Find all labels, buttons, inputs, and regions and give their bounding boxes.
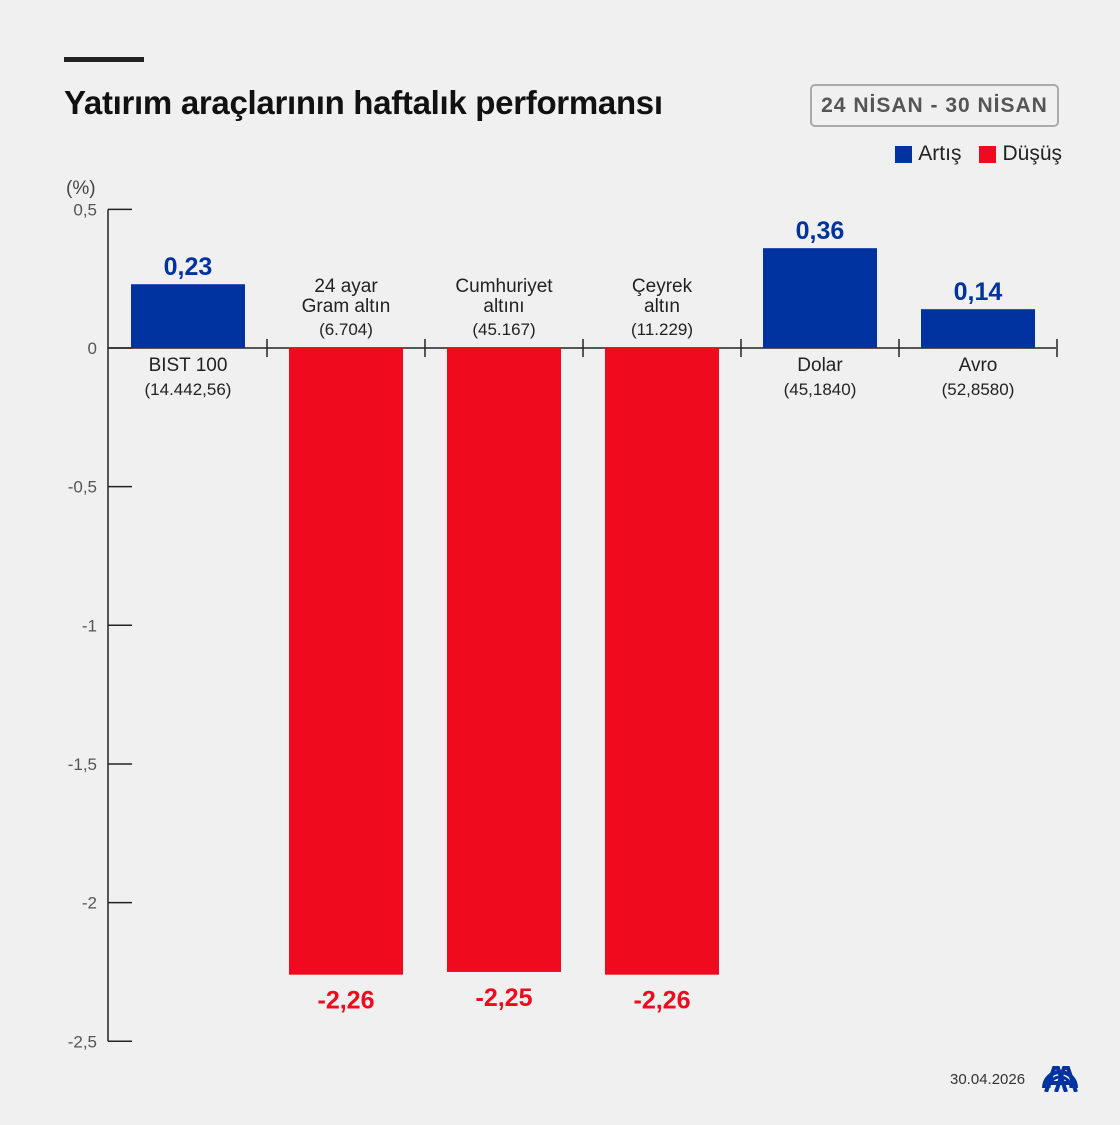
category-label: altını — [483, 296, 524, 317]
legend-item-decrease: Düşüş — [979, 142, 1062, 166]
bar — [289, 348, 403, 975]
category-label: Cumhuriyet — [455, 276, 553, 297]
category-sub-label: (14.442,56) — [145, 380, 232, 399]
footer-date: 30.04.2026 — [950, 1071, 1026, 1088]
y-axis-label: (%) — [66, 178, 96, 199]
category-label: Çeyrek — [632, 276, 693, 297]
y-tick-label: -2 — [82, 894, 97, 913]
category-sub-label: (11.229) — [631, 320, 693, 339]
category-label: 24 ayar — [314, 276, 378, 297]
category-label: BIST 100 — [149, 355, 228, 376]
legend: Artış Düşüş — [895, 142, 1062, 166]
category-label: Avro — [959, 355, 998, 376]
category-sub-label: (45.167) — [472, 320, 535, 339]
category-sub-label: (52,8580) — [942, 380, 1015, 399]
value-label: -2,26 — [318, 987, 375, 1015]
value-label: 0,23 — [164, 253, 213, 281]
category-sub-label: (45,1840) — [784, 380, 857, 399]
bar — [763, 248, 877, 348]
legend-item-increase: Artış — [895, 142, 961, 166]
value-label: -2,25 — [476, 984, 533, 1012]
aa-logo-icon — [1042, 1066, 1078, 1092]
chart-title: Yatırım araçlarının haftalık performansı — [64, 84, 663, 121]
bar — [921, 309, 1035, 348]
value-label: 0,14 — [954, 278, 1003, 306]
legend-label: Artış — [918, 142, 962, 165]
legend-swatch-red — [979, 145, 997, 163]
bar — [605, 348, 719, 975]
category-label: Dolar — [797, 355, 843, 376]
y-tick-label: -0,5 — [68, 478, 97, 497]
date-range-badge: 24 NİSAN - 30 NİSAN — [810, 84, 1059, 127]
bar — [131, 284, 245, 348]
legend-label: Düşüş — [1002, 142, 1062, 165]
value-label: -2,26 — [634, 987, 691, 1015]
y-tick-label: -2,5 — [68, 1032, 97, 1051]
category-sub-label: (6.704) — [319, 320, 373, 339]
category-label: altın — [644, 296, 680, 317]
category-label: Gram altın — [302, 296, 391, 317]
y-tick-label: 0,5 — [73, 200, 97, 219]
y-tick-label: -1 — [82, 616, 97, 635]
bar — [447, 348, 561, 972]
value-label: 0,36 — [796, 217, 845, 245]
y-tick-label: 0 — [88, 339, 97, 358]
legend-swatch-blue — [895, 145, 913, 163]
title-accent-bar — [64, 57, 144, 62]
y-tick-label: -1,5 — [68, 755, 97, 774]
